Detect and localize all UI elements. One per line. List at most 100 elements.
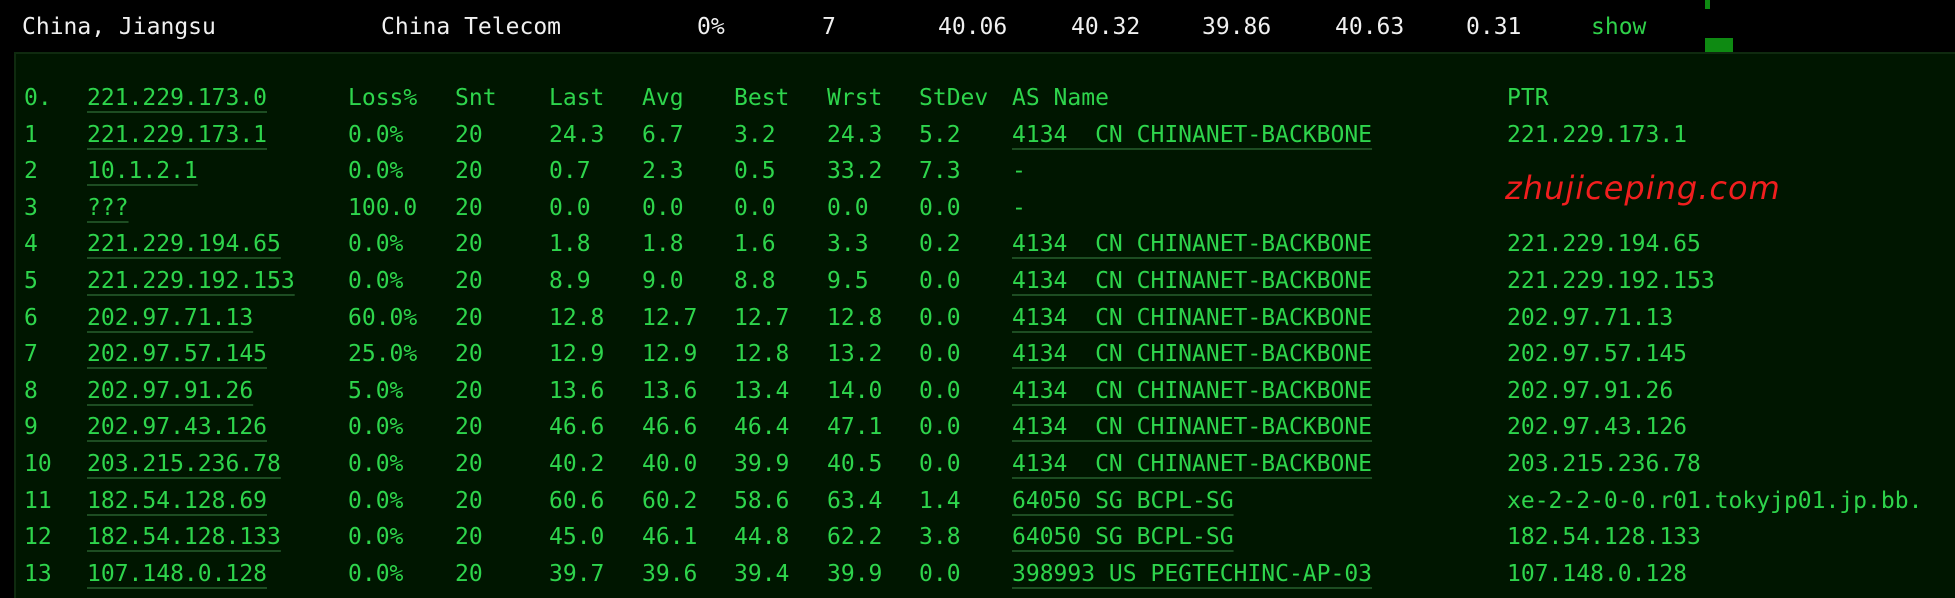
cell-host[interactable]: 182.54.128.69 bbox=[87, 487, 268, 514]
cell-stdev: 7.3 bbox=[919, 158, 961, 185]
cell-as[interactable]: 4134 CN CHINANET-BACKBONE bbox=[1012, 304, 1373, 331]
header-as: AS Name bbox=[1012, 85, 1109, 111]
cell-last: 13.6 bbox=[549, 377, 605, 404]
header-snt: Snt bbox=[455, 85, 497, 111]
cell-wrst: 33.2 bbox=[827, 158, 883, 185]
cell-ptr: 202.97.43.126 bbox=[1507, 414, 1688, 441]
cell-avg: 13.6 bbox=[642, 377, 698, 404]
cell-as[interactable]: 4134 CN CHINANET-BACKBONE bbox=[1012, 451, 1373, 477]
cell-last: 40.2 bbox=[549, 451, 605, 477]
cell-last: 46.6 bbox=[549, 414, 605, 441]
header-wrst: Wrst bbox=[827, 85, 883, 111]
cell-loss: 0.0% bbox=[348, 268, 404, 294]
cell-ptr: 202.97.71.13 bbox=[1507, 304, 1674, 331]
cell-as[interactable]: 64050 SG BCPL-SG bbox=[1012, 487, 1234, 514]
cell-stdev: 0.2 bbox=[919, 231, 961, 258]
cell-host[interactable]: 202.97.91.26 bbox=[87, 377, 254, 404]
latency-bar bbox=[1705, 0, 1710, 9]
cell-best: 46.4 bbox=[734, 414, 790, 441]
cell-stdev: 5.2 bbox=[919, 121, 961, 148]
cell-host[interactable]: 203.215.236.78 bbox=[87, 451, 281, 477]
cell-index: 4 bbox=[24, 231, 38, 258]
cell-loss: 0.0% bbox=[348, 414, 404, 441]
watermark: zhujiceping.com bbox=[1505, 169, 1781, 207]
cell-loss: 0.0% bbox=[348, 158, 404, 185]
cell-loss: 0.0% bbox=[348, 231, 404, 258]
cell-last: 24.3 bbox=[549, 121, 605, 148]
cell-avg: 0.0 bbox=[642, 194, 684, 221]
cell-host[interactable]: 10.1.2.1 bbox=[87, 158, 198, 185]
header-avg: Avg bbox=[642, 85, 684, 111]
cell-snt: 20 bbox=[455, 158, 483, 185]
cell-wrst: 12.8 bbox=[827, 304, 883, 331]
cell-last: 12.9 bbox=[549, 341, 605, 368]
cell-ptr: 182.54.128.133 bbox=[1507, 524, 1701, 551]
table-row: 10 203.215.236.78 0.0% 20 40.2 40.0 39.9 40.5 0.… bbox=[16, 451, 1955, 487]
cell-host[interactable]: 221.229.192.153 bbox=[87, 268, 295, 294]
cell-host[interactable]: 221.229.194.65 bbox=[87, 231, 281, 258]
cell-avg: 60.2 bbox=[642, 487, 698, 514]
cell-as[interactable]: 4134 CN CHINANET-BACKBONE bbox=[1012, 268, 1373, 294]
cell-loss: 5.0% bbox=[348, 377, 404, 404]
header-loss: Loss% bbox=[348, 85, 418, 111]
cell-wrst: 39.9 bbox=[827, 560, 883, 587]
cell-best: 39.9 bbox=[734, 451, 790, 477]
cell-stdev: 3.8 bbox=[919, 524, 961, 551]
cell-index: 10 bbox=[24, 451, 52, 477]
cell-stdev: 0.0 bbox=[919, 341, 961, 368]
summary-sent: 7 bbox=[822, 14, 836, 40]
cell-as[interactable]: 4134 CN CHINANET-BACKBONE bbox=[1012, 414, 1373, 441]
cell-host[interactable]: 182.54.128.133 bbox=[87, 524, 281, 551]
cell-index: 1 bbox=[24, 121, 38, 148]
cell-as[interactable]: 4134 CN CHINANET-BACKBONE bbox=[1012, 341, 1373, 368]
cell-avg: 2.3 bbox=[642, 158, 684, 185]
cell-as[interactable]: 4134 CN CHINANET-BACKBONE bbox=[1012, 231, 1373, 258]
header-host[interactable]: 221.229.173.0 bbox=[87, 85, 268, 111]
cell-wrst: 62.2 bbox=[827, 524, 883, 551]
cell-avg: 46.1 bbox=[642, 524, 698, 551]
cell-best: 0.5 bbox=[734, 158, 776, 185]
cell-ptr: 221.229.173.1 bbox=[1507, 121, 1688, 148]
cell-as[interactable]: 4134 CN CHINANET-BACKBONE bbox=[1012, 377, 1373, 404]
cell-host[interactable]: 221.229.173.1 bbox=[87, 121, 268, 148]
cell-snt: 20 bbox=[455, 524, 483, 551]
cell-as[interactable]: 398993 US PEGTECHINC-AP-03 bbox=[1012, 560, 1373, 587]
cell-last: 45.0 bbox=[549, 524, 605, 551]
cell-ptr: 202.97.91.26 bbox=[1507, 377, 1674, 404]
cell-as[interactable]: 4134 CN CHINANET-BACKBONE bbox=[1012, 121, 1373, 148]
cell-loss: 0.0% bbox=[348, 524, 404, 551]
cell-host[interactable]: 202.97.43.126 bbox=[87, 414, 268, 441]
cell-best: 58.6 bbox=[734, 487, 790, 514]
cell-ptr: 203.215.236.78 bbox=[1507, 451, 1701, 477]
cell-snt: 20 bbox=[455, 560, 483, 587]
cell-host[interactable]: ??? bbox=[87, 194, 129, 221]
show-link[interactable]: show bbox=[1591, 14, 1647, 40]
cell-snt: 20 bbox=[455, 304, 483, 331]
cell-avg: 46.6 bbox=[642, 414, 698, 441]
cell-avg: 12.9 bbox=[642, 341, 698, 368]
summary-location: China, Jiangsu bbox=[22, 14, 216, 40]
cell-last: 39.7 bbox=[549, 560, 605, 587]
table-row: 13 107.148.0.128 0.0% 20 39.7 39.6 39.4 39.9 0.0… bbox=[16, 561, 1955, 597]
table-row: 7 202.97.57.145 25.0% 20 12.9 12.9 12.8 13.2 0.0… bbox=[16, 341, 1955, 377]
cell-best: 1.6 bbox=[734, 231, 776, 258]
cell-host[interactable]: 202.97.57.145 bbox=[87, 341, 268, 368]
summary-row: China, Jiangsu China Telecom 0% 7 40.06 … bbox=[0, 14, 1955, 50]
cell-as[interactable]: 64050 SG BCPL-SG bbox=[1012, 524, 1234, 551]
header-best: Best bbox=[734, 85, 790, 111]
cell-best: 44.8 bbox=[734, 524, 790, 551]
cell-best: 39.4 bbox=[734, 560, 790, 587]
cell-snt: 20 bbox=[455, 194, 483, 221]
cell-wrst: 0.0 bbox=[827, 194, 869, 221]
cell-index: 12 bbox=[24, 524, 52, 551]
cell-ptr: 221.229.194.65 bbox=[1507, 231, 1701, 258]
cell-host[interactable]: 202.97.71.13 bbox=[87, 304, 254, 331]
cell-index: 9 bbox=[24, 414, 38, 441]
cell-best: 3.2 bbox=[734, 121, 776, 148]
cell-snt: 20 bbox=[455, 414, 483, 441]
table-row: 8 202.97.91.26 5.0% 20 13.6 13.6 13.4 14.0 0.0 41… bbox=[16, 378, 1955, 414]
cell-index: 13 bbox=[24, 560, 52, 587]
table-row: 1 221.229.173.1 0.0% 20 24.3 6.7 3.2 24.3 5.2 413… bbox=[16, 122, 1955, 158]
summary-best: 39.86 bbox=[1202, 14, 1272, 40]
cell-host[interactable]: 107.148.0.128 bbox=[87, 560, 268, 587]
